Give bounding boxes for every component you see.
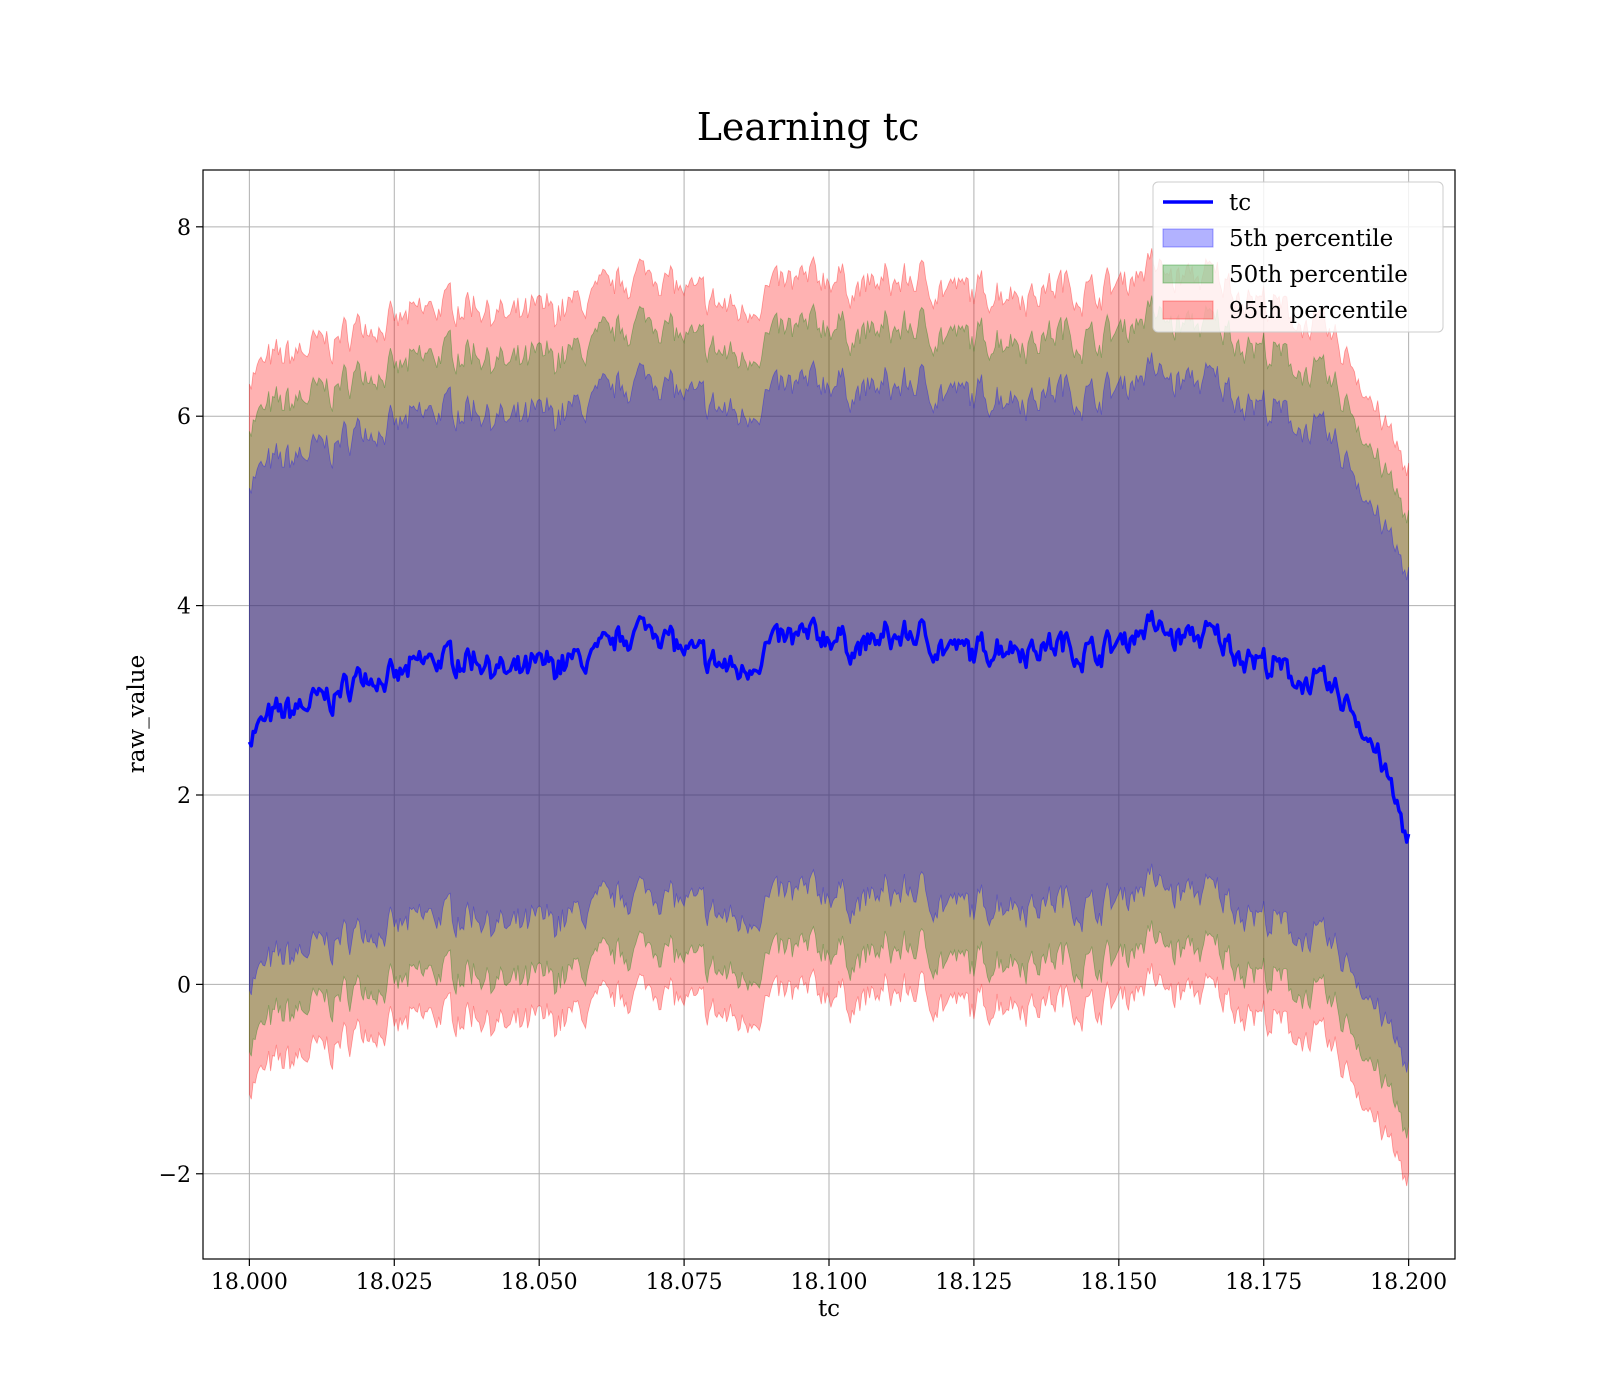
y-tick-label: 8 (177, 216, 191, 241)
series-line-tc (247, 609, 1411, 844)
x-axis-label: tc (818, 1296, 840, 1322)
legend-entry: 5th percentile (1229, 226, 1393, 252)
legend-entry: 95th percentile (1229, 298, 1408, 324)
x-tick-label: 18.150 (1080, 1270, 1157, 1295)
y-tick-label: 6 (177, 405, 191, 430)
chart-title: Learning tc (697, 105, 920, 149)
band-5th-percentile (249, 352, 1409, 1073)
x-tick-label: 18.075 (646, 1270, 723, 1295)
legend-entry: tc (1229, 190, 1251, 216)
legend: tc 5th percentile 50th percentile 95th perc… (1152, 181, 1444, 333)
band-95th-percentile (249, 248, 1409, 1187)
legend-swatch-band (1162, 228, 1214, 248)
x-tick-label: 18.050 (501, 1270, 578, 1295)
y-tick-label: 2 (177, 784, 191, 809)
legend-swatch-band (1162, 300, 1214, 320)
x-tick-label: 18.025 (356, 1270, 433, 1295)
percentile-bands (249, 248, 1409, 1187)
x-tick-label: 18.200 (1370, 1270, 1447, 1295)
y-tick-label: 4 (177, 595, 191, 620)
legend-swatch-band (1162, 264, 1214, 284)
legend-entry: 50th percentile (1229, 262, 1408, 288)
grid (203, 170, 1455, 1259)
x-tick-label: 18.100 (791, 1270, 868, 1295)
band-50th-percentile (249, 295, 1409, 1139)
y-tick-label: −2 (159, 1163, 191, 1188)
tc-series (247, 609, 1411, 844)
x-tick-label: 18.175 (1225, 1270, 1302, 1295)
y-axis-label: raw_value (124, 655, 150, 773)
x-tick-label: 18.000 (211, 1270, 288, 1295)
y-axis: −2 0 2 4 6 8 (159, 216, 203, 1188)
x-tick-label: 18.125 (935, 1270, 1012, 1295)
legend-box (1152, 181, 1444, 333)
x-axis: 18.000 18.025 18.050 18.075 18.100 18.125 18.1… (211, 1259, 1447, 1295)
y-tick-label: 0 (177, 973, 191, 998)
